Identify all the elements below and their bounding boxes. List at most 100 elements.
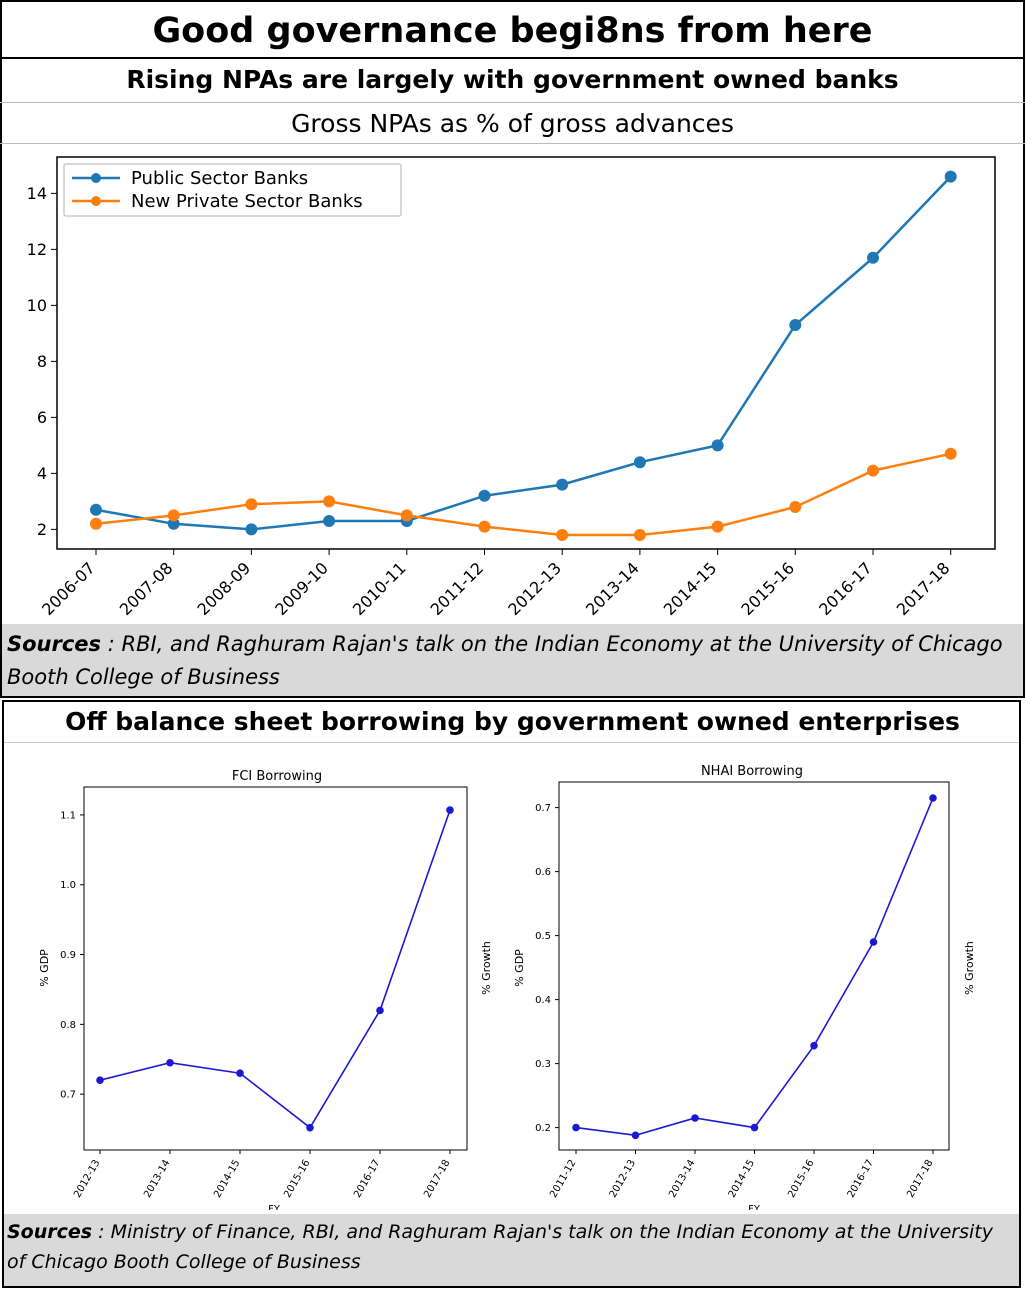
nhai-series-1-point bbox=[572, 1123, 580, 1132]
nhai-series-1-point bbox=[810, 1041, 818, 1050]
nhai-series-line-1 bbox=[575, 797, 934, 1137]
npa-series-2-point bbox=[944, 447, 957, 460]
npa-ytick-label: 12 bbox=[27, 240, 47, 259]
fci-chart: FCI Borrowing % GDP % Growth FY 0.7 0.8 0.… bbox=[38, 769, 493, 1210]
npa-series-2-point bbox=[478, 520, 491, 533]
title-divider bbox=[0, 57, 1025, 59]
fci-series-1-point bbox=[166, 1058, 174, 1067]
nhai-ytick-label: 0.7 bbox=[535, 803, 551, 814]
npa-series-1-point bbox=[867, 251, 879, 264]
section1-title: Rising NPAs are largely with government … bbox=[126, 65, 899, 94]
npa-series-1-point bbox=[556, 478, 569, 491]
nhai-ytick-label: 0.4 bbox=[535, 995, 551, 1006]
npa-series-2-point bbox=[711, 520, 724, 533]
fci-series-1-point bbox=[446, 806, 454, 814]
npa-plot-frame bbox=[56, 156, 996, 550]
npa-series-2-point bbox=[633, 529, 646, 541]
fci-ytick-label: 1.1 bbox=[60, 810, 76, 821]
nhai-series-1-point bbox=[691, 1114, 699, 1122]
fci-ytick-label: 0.8 bbox=[60, 1020, 76, 1031]
npa-series-1-point bbox=[323, 515, 336, 527]
npa-series-2-point bbox=[90, 517, 102, 530]
npa-xtick-label: 2013-14 bbox=[582, 558, 643, 619]
npa-xtick-label: 2009-10 bbox=[271, 558, 332, 619]
npa-ytick-label: 2 bbox=[37, 520, 47, 539]
npa-series-2-point bbox=[245, 498, 258, 511]
npa-series-1-point bbox=[90, 503, 102, 516]
npa-xtick-label: 2012-13 bbox=[504, 558, 565, 619]
nhai-xtick-label: 2013-14 bbox=[667, 1158, 697, 1200]
nhai-ytick-label: 0.5 bbox=[535, 931, 551, 942]
npa-ytick-label: 4 bbox=[37, 464, 47, 483]
npa-ytick-label: 14 bbox=[27, 184, 47, 203]
fci-xtick-label: 2013-14 bbox=[142, 1158, 172, 1200]
fci-xtick-label: 2016-17 bbox=[352, 1158, 382, 1200]
npa-xtick-label: 2014-15 bbox=[660, 558, 721, 619]
nhai-xtick-label: 2011-12 bbox=[548, 1158, 578, 1200]
npa-series-2-point bbox=[867, 464, 879, 477]
section1-sources-text: : RBI, and Raghuram Rajan's talk on the … bbox=[7, 632, 1003, 689]
section2-sources-label: Sources bbox=[7, 1221, 93, 1243]
fci-series-1-point bbox=[236, 1069, 244, 1078]
section2-title: Off balance sheet borrowing by governmen… bbox=[65, 707, 960, 736]
fci-series-1-point bbox=[306, 1123, 314, 1132]
nhai-ylabel-right: % Growth bbox=[963, 941, 976, 995]
npa-xtick-label: 2017-18 bbox=[893, 558, 954, 619]
nhai-xtick-label: 2016-17 bbox=[846, 1158, 876, 1200]
nhai-plot-frame bbox=[558, 781, 950, 1151]
npa-series-1-point bbox=[944, 170, 957, 183]
nhai-ytick-label: 0.3 bbox=[535, 1059, 551, 1070]
nhai-ytick-label: 0.2 bbox=[535, 1123, 551, 1134]
nhai-xtick-label: 2015-16 bbox=[786, 1158, 816, 1200]
npa-ytick-label: 6 bbox=[37, 408, 47, 427]
top-section-frame bbox=[0, 0, 1025, 698]
nhai-chart-title: NHAI Borrowing bbox=[701, 764, 803, 779]
section1-sources: Sources : RBI, and Raghuram Rajan's talk… bbox=[2, 624, 1023, 696]
fci-plot-frame bbox=[83, 786, 468, 1151]
nhai-series-1-point bbox=[929, 794, 937, 802]
npa-xtick-label: 2015-16 bbox=[737, 558, 798, 619]
npa-series-2-point bbox=[167, 509, 180, 522]
npa-xtick-label: 2008-09 bbox=[194, 558, 255, 619]
npa-series-1-point bbox=[478, 489, 491, 502]
legend-public-marker bbox=[91, 173, 101, 183]
fci-series-line-1 bbox=[99, 809, 451, 1129]
section1-sources-label: Sources bbox=[7, 632, 102, 656]
nhai-series-1-point bbox=[631, 1131, 640, 1140]
npa-series-1-point bbox=[711, 439, 724, 452]
npa-xtick-label: 2016-17 bbox=[815, 558, 876, 619]
npa-series-line-2 bbox=[95, 452, 951, 537]
fci-xlabel: FY bbox=[268, 1204, 281, 1210]
fci-xtick-label: 2012-13 bbox=[72, 1158, 102, 1200]
npa-series-2-point bbox=[789, 501, 802, 513]
npa-series-1-point bbox=[633, 456, 646, 469]
fci-xtick-label: 2014-15 bbox=[212, 1158, 242, 1200]
npa-chart-title: Gross NPAs as % of gross advances bbox=[291, 109, 734, 138]
npa-series-2-point bbox=[400, 509, 413, 522]
fci-ytick-label: 0.9 bbox=[60, 950, 76, 961]
nhai-ytick-label: 0.6 bbox=[535, 867, 551, 878]
npa-series-2-point bbox=[556, 529, 569, 541]
nhai-xtick-label: 2017-18 bbox=[905, 1158, 935, 1200]
nhai-series-1-point bbox=[750, 1123, 759, 1132]
npa-ytick-label: 10 bbox=[27, 296, 47, 315]
fci-xtick-label: 2015-16 bbox=[282, 1158, 312, 1200]
npa-xtick-label: 2007-08 bbox=[116, 558, 177, 619]
npa-xtick-label: 2006-07 bbox=[38, 558, 99, 619]
npa-xtick-label: 2010-11 bbox=[349, 558, 410, 619]
npa-series-1-point bbox=[167, 517, 180, 530]
section2-sources: Sources : Ministry of Finance, RBI, and … bbox=[4, 1214, 1019, 1286]
npa-ytick-label: 8 bbox=[37, 352, 47, 371]
npa-legend: Public Sector Banks New Private Sector B… bbox=[63, 163, 402, 217]
fci-series-1-point bbox=[376, 1006, 384, 1015]
npa-series-2-point bbox=[323, 495, 336, 508]
section2-sources-text: : Ministry of Finance, RBI, and Raghuram… bbox=[7, 1221, 993, 1273]
section2-title-divider bbox=[4, 742, 1019, 743]
fci-ytick-label: 1.0 bbox=[60, 880, 76, 891]
nhai-series-1-point bbox=[869, 938, 878, 946]
nhai-ylabel: % GDP bbox=[513, 949, 526, 987]
fci-xtick-label: 2017-18 bbox=[422, 1158, 452, 1200]
page-title: Good governance begi8ns from here bbox=[152, 11, 873, 51]
legend-public-label: Public Sector Banks bbox=[131, 168, 308, 189]
fci-series-1-point bbox=[96, 1076, 104, 1084]
